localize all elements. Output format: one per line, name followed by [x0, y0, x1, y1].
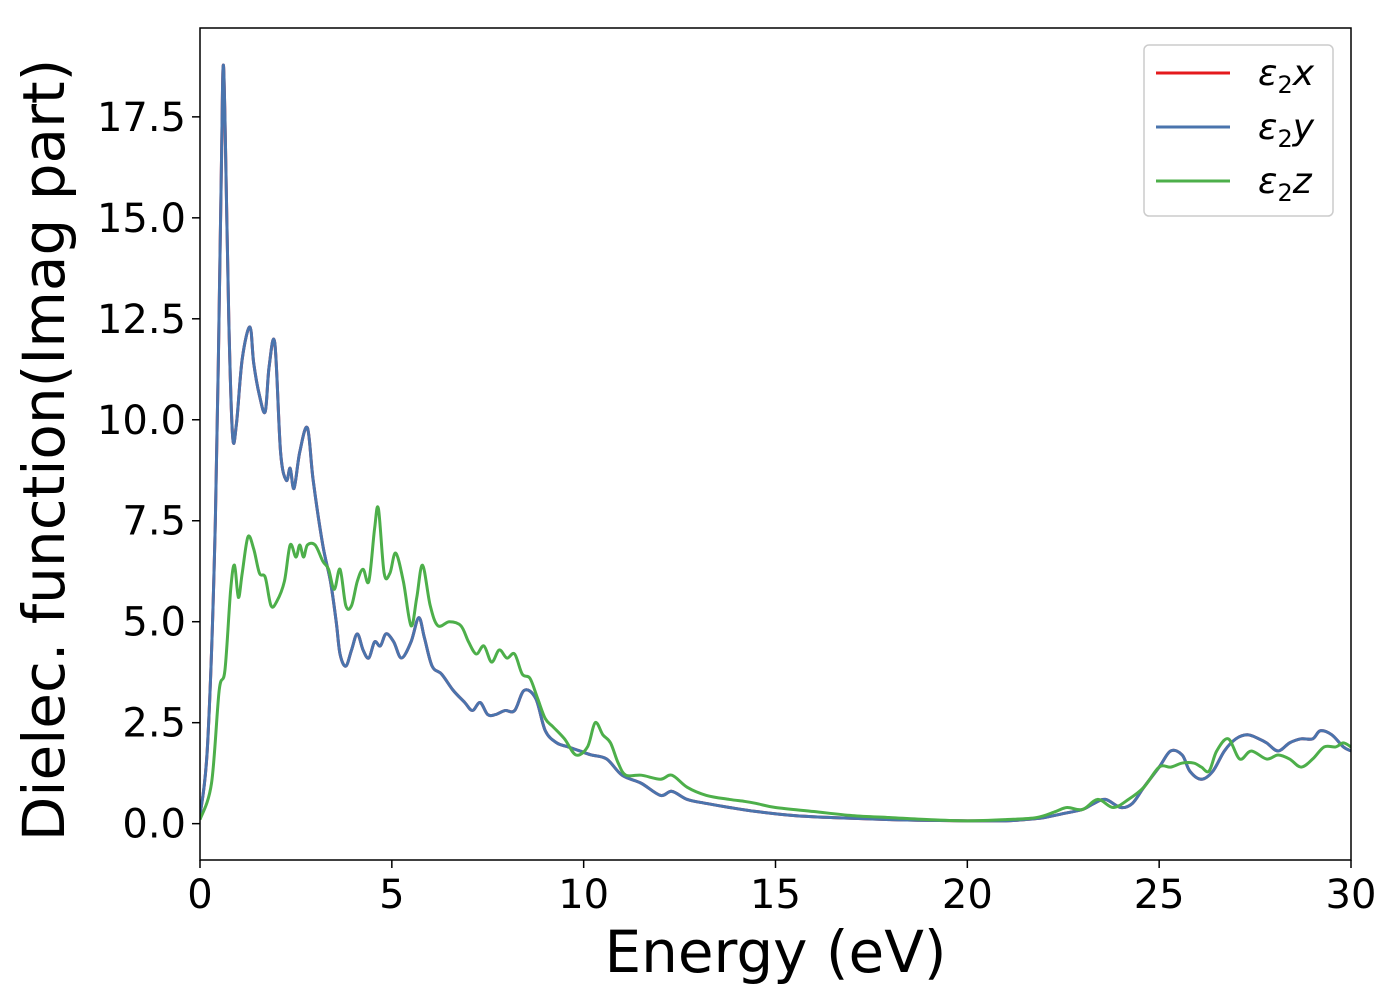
- y-tick-label: 7.5: [122, 499, 186, 545]
- legend: ε2x ε2y ε2z: [1143, 44, 1334, 217]
- y-tick-label: 10.0: [97, 398, 186, 444]
- legend-label-z: ε2z: [1258, 161, 1313, 207]
- tick-layer: 0 5 10 15 20 25 30 0.0 2.5 5.0 7.5 10.0 12.5 15.0 17.5: [97, 95, 1377, 918]
- x-tick-label: 5: [379, 872, 404, 918]
- y-tick-label: 0.0: [122, 802, 186, 848]
- legend-label-x: ε2x: [1258, 53, 1315, 99]
- x-tick-label: 25: [1134, 872, 1185, 918]
- series-layer: [200, 63, 1351, 823]
- y-tick-label: 2.5: [122, 701, 186, 747]
- x-tick-label: 20: [942, 872, 993, 918]
- series-line-z: [200, 505, 1351, 823]
- x-axis-title: Energy (eV): [604, 918, 946, 986]
- legend-label-y: ε2y: [1258, 107, 1315, 153]
- y-axis-title: Dielec. function(Imag part): [10, 59, 78, 842]
- y-tick-label: 5.0: [122, 600, 186, 646]
- x-tick-label: 0: [187, 872, 212, 918]
- x-tick-label: 10: [558, 872, 609, 918]
- series-line-y: [200, 63, 1351, 823]
- y-tick-label: 15.0: [97, 196, 186, 242]
- x-tick-label: 30: [1326, 872, 1377, 918]
- legend-box: [1143, 44, 1334, 217]
- y-tick-label: 12.5: [97, 297, 186, 343]
- y-tick-label: 17.5: [97, 95, 186, 141]
- x-tick-label: 15: [750, 872, 801, 918]
